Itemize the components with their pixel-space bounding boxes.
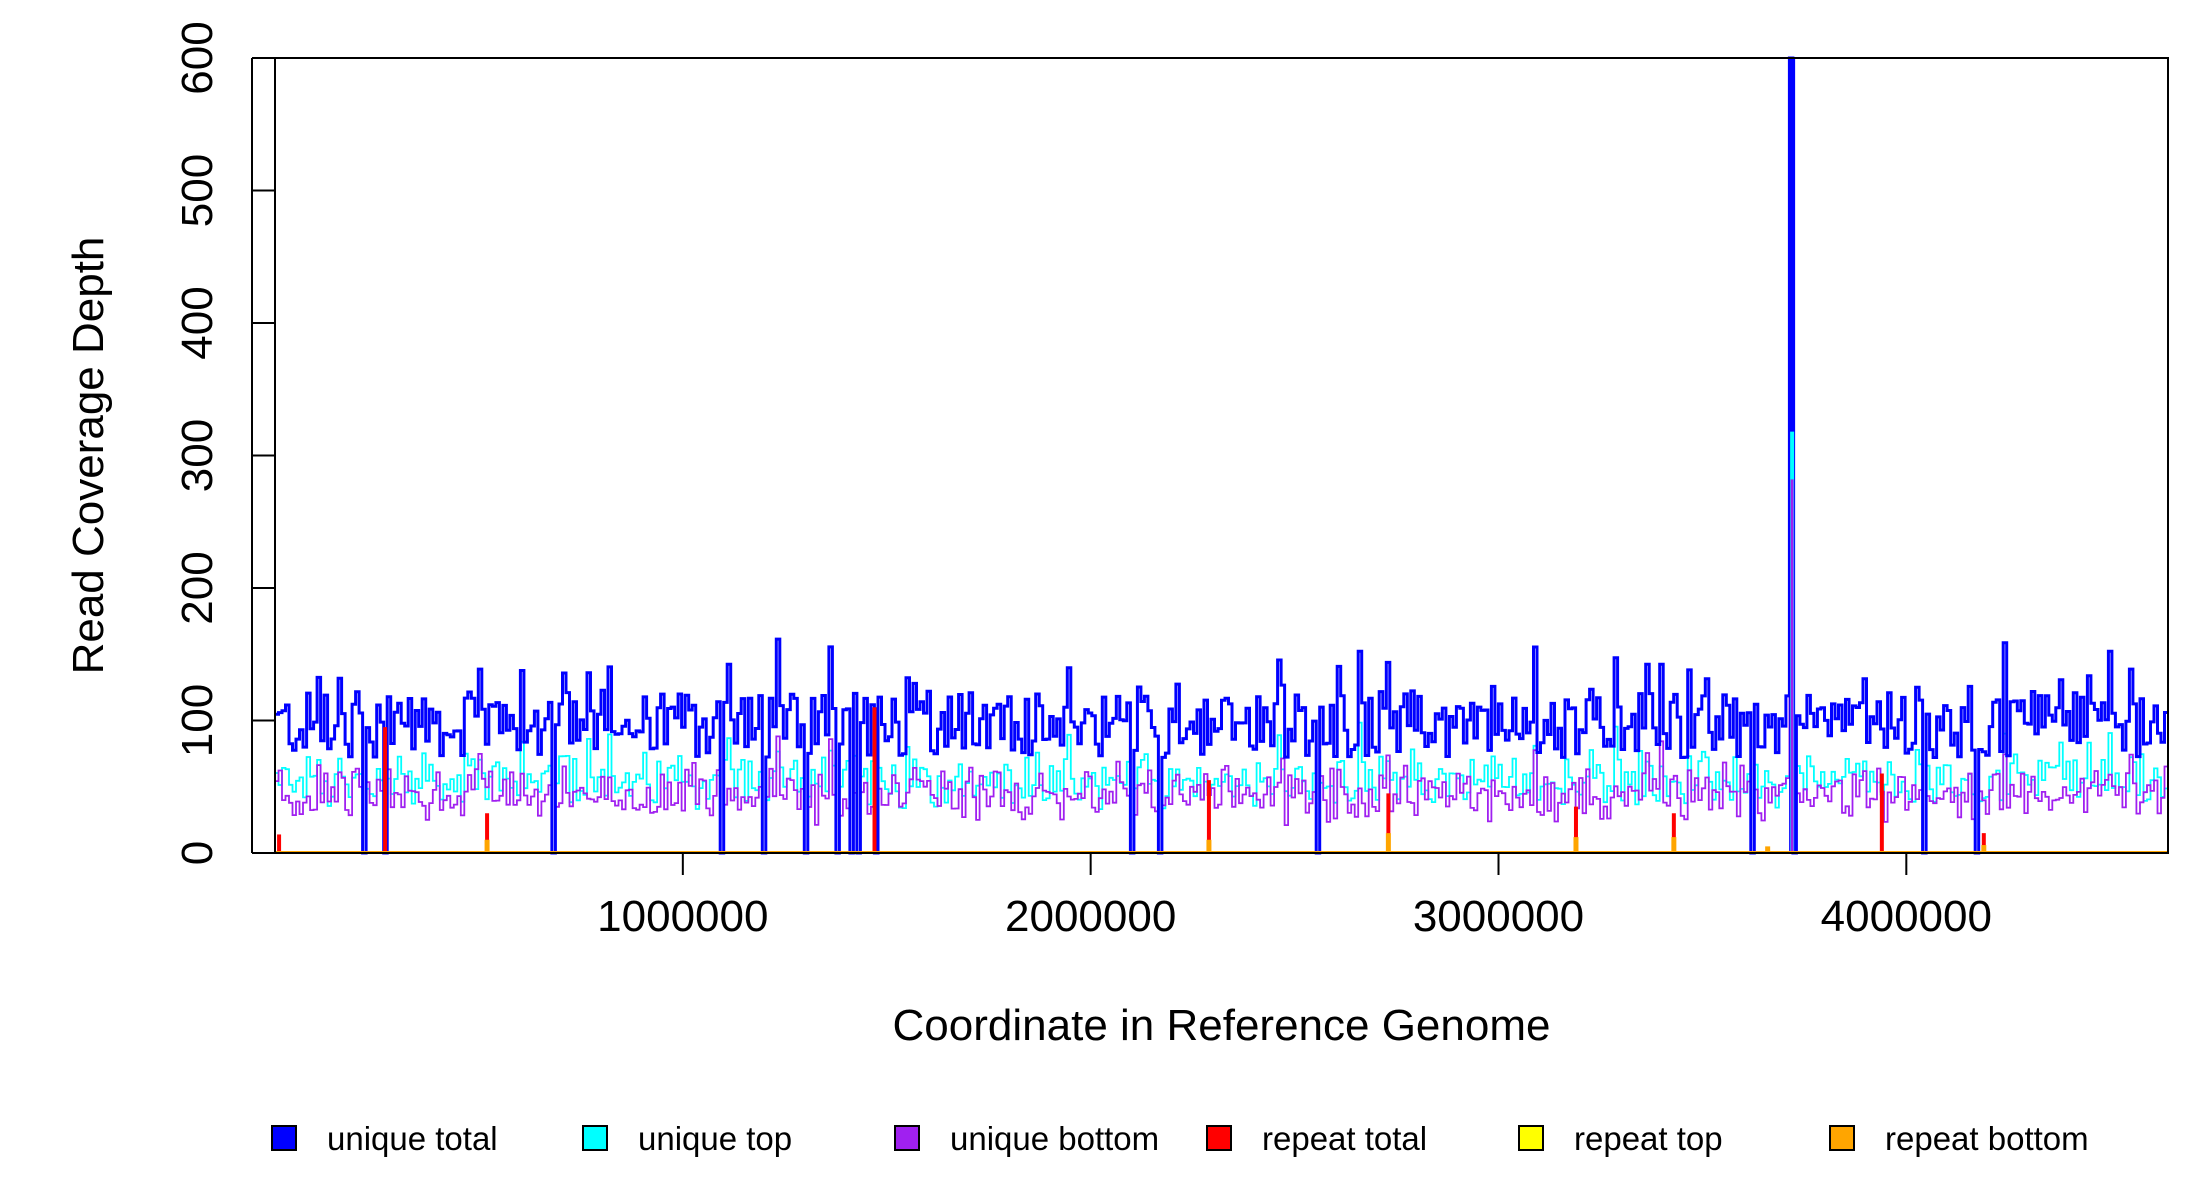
legend-label: unique top [638, 1120, 792, 1157]
y-axis: 0 100 200 300 400 500 600 [173, 21, 275, 865]
y-tick-label: 600 [173, 21, 222, 94]
y-tick-label: 300 [173, 419, 222, 492]
x-axis-label: Coordinate in Reference Genome [893, 1001, 1551, 1050]
y-tick-label: 200 [173, 551, 222, 624]
legend-swatch [271, 1125, 297, 1151]
series-line-unique-total [275, 56, 2168, 855]
x-tick-label: 3000000 [1413, 892, 1584, 941]
series-line-unique-bottom [275, 478, 2168, 854]
legend-label: repeat top [1574, 1120, 1723, 1157]
x-tick-label: 1000000 [597, 892, 768, 941]
x-tick-label: 2000000 [1005, 892, 1176, 941]
y-tick-label: 0 [173, 841, 222, 865]
y-axis-label: Read Coverage Depth [64, 237, 113, 675]
legend-swatch [894, 1125, 920, 1151]
legend-label: repeat total [1262, 1120, 1427, 1157]
legend: unique total unique top unique bottom repea… [271, 1120, 2089, 1157]
y-tick-label: 100 [173, 684, 222, 757]
legend-swatch [1829, 1125, 1855, 1151]
legend-swatch [582, 1125, 608, 1151]
legend-swatch [1206, 1125, 1232, 1151]
y-tick-label: 500 [173, 154, 222, 227]
x-axis: 1000000 2000000 3000000 4000000 [597, 853, 1992, 941]
x-tick-label: 4000000 [1821, 892, 1992, 941]
y-tick-label: 400 [173, 286, 222, 359]
legend-swatch [1518, 1125, 1544, 1151]
legend-label: repeat bottom [1885, 1120, 2089, 1157]
legend-label: unique total [327, 1120, 498, 1157]
legend-label: unique bottom [950, 1120, 1159, 1157]
